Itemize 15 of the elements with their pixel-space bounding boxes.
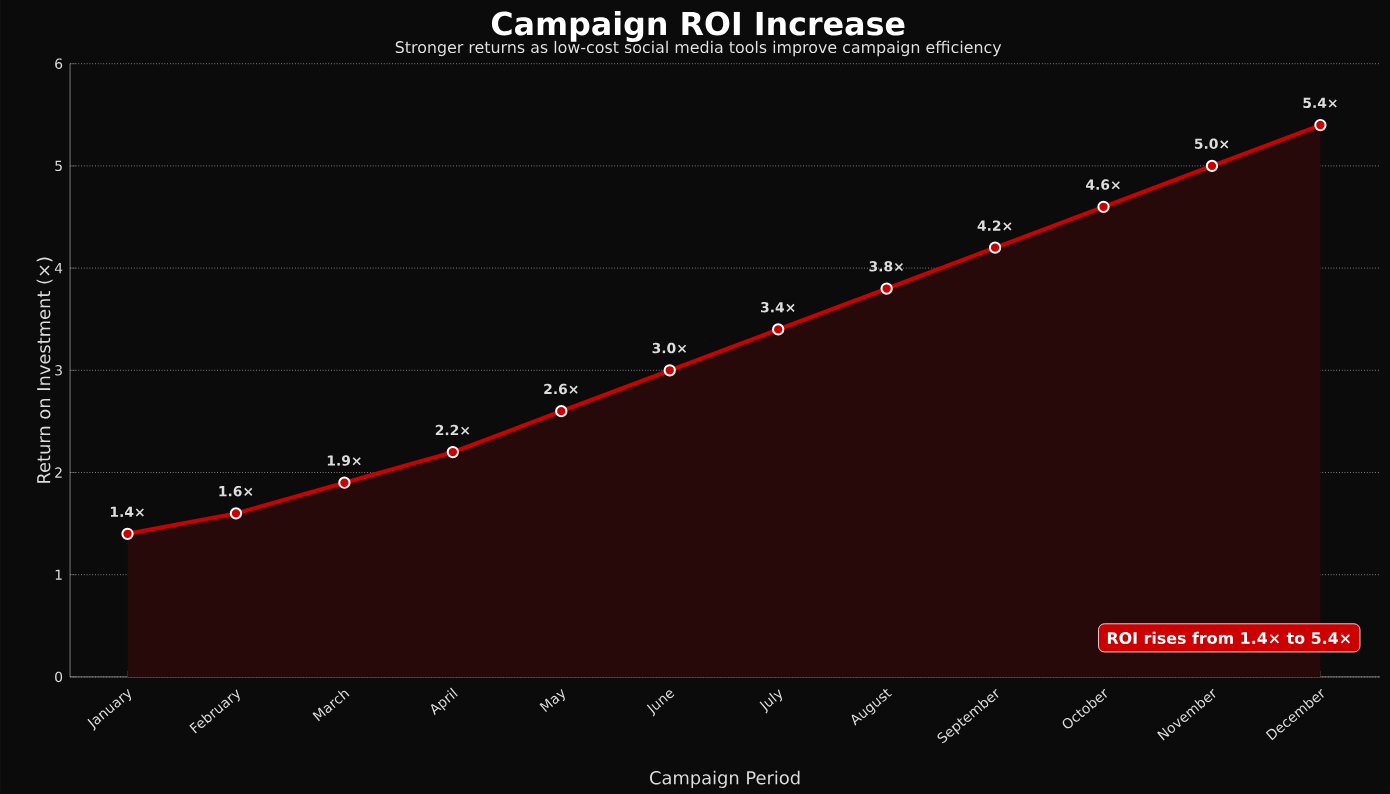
point — [988, 241, 1002, 254]
point — [1314, 118, 1327, 131]
point — [338, 476, 351, 489]
point — [121, 527, 134, 540]
point — [772, 322, 785, 336]
point — [1205, 159, 1219, 172]
point — [446, 445, 459, 458]
point — [663, 363, 676, 377]
point — [229, 506, 243, 520]
chart-title: Campaign ROI Increase — [491, 10, 905, 42]
point — [1097, 200, 1110, 213]
x-axis-title: Campaign Period — [650, 770, 800, 788]
point — [880, 282, 893, 295]
point — [555, 404, 568, 418]
y-axis-title: Return on Investment (×) — [36, 257, 53, 483]
